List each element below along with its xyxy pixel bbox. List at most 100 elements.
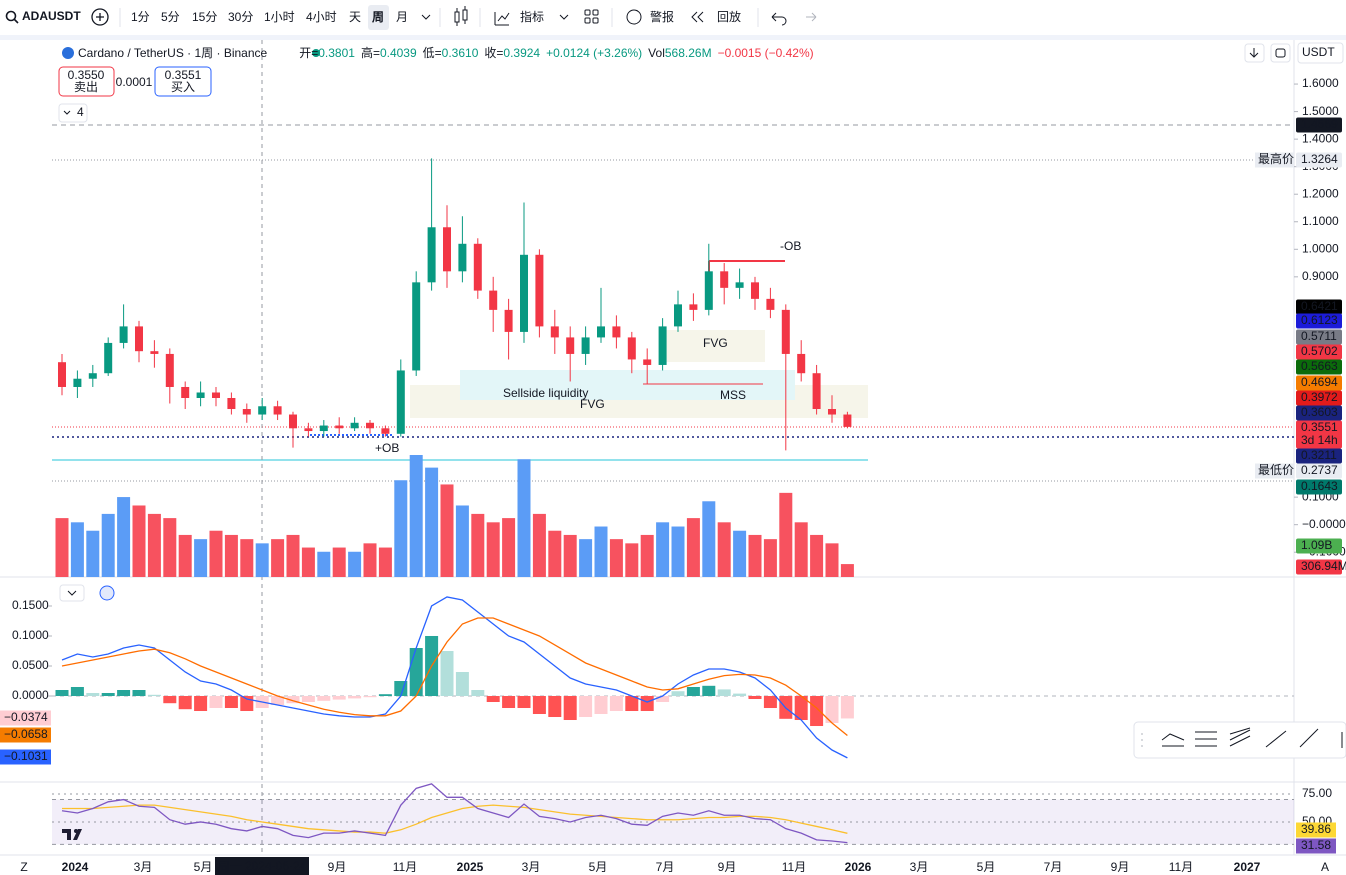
pane-toggle[interactable] (59, 584, 85, 602)
tool[interactable] (1299, 728, 1319, 748)
tool[interactable] (1195, 731, 1217, 747)
y-tick-label: 1.4000 (1302, 131, 1339, 145)
price-badge-text: 0.2737 (1301, 463, 1338, 477)
macd-histogram (317, 696, 331, 701)
corner-left[interactable]: Z (20, 860, 27, 874)
corner-right[interactable]: A (1321, 860, 1329, 874)
toolbar-bg (0, 0, 1346, 35)
price-badge-text: 0.3551 (1301, 420, 1338, 434)
candle-body (781, 309, 790, 354)
toolbar-divider (0, 35, 1346, 40)
add-symbol[interactable] (91, 8, 109, 26)
replay-icon[interactable] (691, 11, 704, 23)
price-badge-text: 0.5711 (1301, 329, 1337, 343)
macd-badge-text: −0.1031 (4, 749, 48, 763)
indicators-button[interactable]: 指标 (520, 9, 544, 24)
x-tick-label: 7月 (656, 860, 675, 874)
price-badge-text: 0.5702 (1301, 344, 1338, 358)
price-badge-text: 0.3603 (1301, 405, 1338, 419)
tool[interactable] (1265, 730, 1287, 748)
macd-badge-text: −0.0658 (4, 727, 48, 741)
volume-bar (70, 522, 84, 577)
legend-title: Cardano / TetherUS · 1周 · Binance (78, 46, 268, 60)
x-tick-label: 11月 (393, 860, 417, 874)
macd-histogram (301, 696, 315, 703)
interval[interactable]: 月 (396, 10, 408, 24)
x-tick-label: 5月 (977, 860, 996, 874)
refresh-button[interactable] (99, 585, 115, 601)
chevron (63, 110, 71, 115)
layout-icon[interactable] (584, 9, 599, 24)
interval[interactable]: 5分 (161, 10, 180, 24)
interval[interactable]: 天 (349, 10, 361, 24)
x-tick-label: 2026 (845, 860, 872, 874)
alert-icon[interactable] (626, 9, 642, 25)
volume-bar (517, 459, 531, 577)
candle-body (427, 227, 436, 283)
volume-bar (271, 539, 285, 577)
macd-histogram (117, 690, 131, 697)
macd-histogram (671, 691, 685, 697)
interval[interactable]: 1小时 (264, 10, 295, 24)
interval[interactable]: 30分 (228, 10, 253, 24)
add-symbol-plus (96, 13, 104, 21)
volume-bar (502, 518, 516, 577)
candle-body (643, 359, 652, 365)
candle-body (88, 373, 97, 379)
alert-button[interactable]: 警报 (650, 9, 674, 24)
volume-bar (794, 522, 808, 577)
redo[interactable] (806, 12, 817, 22)
candle-body (150, 351, 159, 354)
tool[interactable] (1161, 733, 1185, 747)
legend-value: 0.3924 (503, 46, 540, 60)
buy-button[interactable] (154, 66, 212, 97)
annotation: +OB (375, 441, 399, 455)
indicators-icon[interactable] (494, 12, 510, 26)
symbol[interactable]: ADAUSDT (22, 9, 81, 23)
volume-bar (255, 543, 269, 577)
rsi-badge (1296, 822, 1336, 838)
currency-select[interactable] (1297, 42, 1344, 64)
legend-value: 568.26M (665, 46, 712, 60)
legend-value: 0.3801 (318, 46, 355, 60)
price-badge (1296, 329, 1342, 345)
replay-button[interactable]: 回放 (717, 9, 741, 24)
interval-menu[interactable] (421, 14, 431, 20)
volume-bar (117, 497, 131, 577)
interval[interactable]: 4小时 (306, 10, 337, 24)
volume-bar (763, 539, 777, 577)
sell-button[interactable] (58, 66, 115, 97)
price-badge (1296, 359, 1342, 375)
candle-body (520, 254, 528, 332)
caption-bg (1255, 152, 1294, 168)
candle-body (196, 392, 205, 398)
x-tick-label: 2027 (1234, 860, 1261, 874)
indicators-menu[interactable] (559, 14, 569, 20)
volume-bar (486, 522, 500, 577)
candle-body (458, 243, 467, 272)
tool[interactable] (1229, 727, 1251, 747)
search-icon[interactable] (5, 10, 17, 22)
macd-badge (0, 749, 51, 765)
candle-body (242, 409, 251, 415)
interval[interactable]: 1分 (131, 10, 150, 24)
interval[interactable]: 15分 (192, 10, 217, 24)
volume-bar (579, 539, 593, 577)
chart-type-icon[interactable] (454, 6, 468, 26)
volume-bar (178, 534, 192, 577)
arrow-icon (1249, 48, 1259, 58)
rsi-badge (1296, 838, 1336, 854)
candle-body (627, 337, 636, 360)
x-tick-label: 5月 (194, 860, 213, 874)
fullscreen-button[interactable] (1270, 43, 1291, 63)
y-tick-label: −0.0000 (1302, 517, 1346, 531)
macd-histogram (86, 693, 100, 697)
volume-bar (132, 505, 146, 577)
undo[interactable] (771, 12, 787, 26)
macd-histogram (286, 696, 300, 704)
indicator-toggle[interactable] (58, 103, 88, 123)
volume-bar (810, 534, 824, 577)
y-tick-label: 0.0500 (12, 658, 49, 672)
interval[interactable]: 周 (372, 10, 384, 24)
volume-bar (656, 522, 670, 577)
